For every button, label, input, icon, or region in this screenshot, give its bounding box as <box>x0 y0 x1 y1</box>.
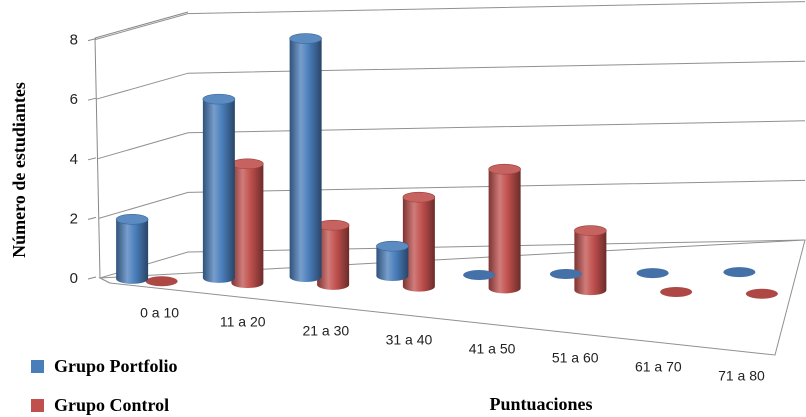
y-tick-label: 8 <box>70 32 78 49</box>
bar-grupo-control-6 <box>660 286 693 297</box>
y-tick-label: 0 <box>70 270 78 287</box>
cylinder-disc <box>636 268 669 279</box>
x-tick-label: 51 a 60 <box>552 350 599 366</box>
cylinder-disc <box>549 269 582 280</box>
legend: Grupo Portfolio Grupo Control <box>31 356 178 415</box>
cylinder-body <box>116 219 149 284</box>
y-tick-mark <box>87 276 97 280</box>
y-tick-label: 4 <box>70 151 78 168</box>
bar-grupo-control-3 <box>402 191 436 292</box>
bar-grupo-control-1 <box>231 158 264 289</box>
cylinder-top <box>231 158 264 170</box>
legend-label-control: Grupo Control <box>54 395 169 415</box>
x-tick-label: 61 a 70 <box>635 359 682 375</box>
cylinder-body <box>231 163 264 289</box>
cylinder-body <box>376 246 409 281</box>
chart-bars <box>115 33 778 299</box>
x-tick-label: 21 a 30 <box>302 323 349 339</box>
cylinder-body <box>317 225 350 290</box>
legend-item-portfolio: Grupo Portfolio <box>31 356 178 376</box>
x-axis-ticks: 0 a 10 11 a 20 21 a 30 31 a 40 41 a 50 51 a 6… <box>140 305 765 384</box>
left-wall-edge <box>94 37 111 284</box>
cylinder-top <box>574 225 607 236</box>
bar-grupo-control-4 <box>488 163 521 294</box>
chart-floor <box>98 239 806 356</box>
y-tick-mark <box>87 216 97 220</box>
gridline <box>97 120 806 160</box>
bar-grupo-portfolio-5 <box>549 269 582 280</box>
floor-plane <box>98 239 806 356</box>
x-tick-label: 11 a 20 <box>220 314 266 330</box>
x-tick-label: 41 a 50 <box>469 341 516 357</box>
bar-grupo-portfolio-7 <box>723 267 756 278</box>
cylinder-top <box>115 213 149 225</box>
x-tick-label: 31 a 40 <box>386 332 433 348</box>
cylinder-top <box>488 163 521 175</box>
bar-grupo-control-0 <box>145 276 178 287</box>
cylinder-body <box>289 38 322 282</box>
bar-grupo-portfolio-1 <box>202 93 236 283</box>
left-wall-top <box>94 11 189 39</box>
bar-grupo-portfolio-0 <box>115 213 149 284</box>
chart-gridlines <box>94 1 806 279</box>
x-tick-label: 0 a 10 <box>140 305 179 321</box>
cylinder-disc <box>463 270 496 281</box>
bar-grupo-portfolio-6 <box>636 268 669 279</box>
legend-swatch-control <box>31 399 44 412</box>
legend-swatch-portfolio <box>31 360 44 373</box>
cylinder-body <box>488 169 521 294</box>
cylinder-disc <box>723 267 756 278</box>
x-axis-title: Puntuaciones <box>489 394 592 414</box>
cylinder-top <box>402 191 436 203</box>
bar-grupo-portfolio-3 <box>376 240 409 281</box>
bar-grupo-control-5 <box>574 225 607 296</box>
cylinder-top <box>289 33 322 44</box>
bar-grupo-control-7 <box>745 288 778 299</box>
y-tick-mark <box>87 97 97 101</box>
cylinder-body <box>402 197 435 292</box>
y-axis-ticks: 0 2 4 6 8 <box>70 32 97 287</box>
y-axis-title: Número de estudiantes <box>9 82 29 258</box>
bar-grupo-portfolio-2 <box>289 33 322 282</box>
gridline <box>96 60 806 100</box>
cylinder-top <box>316 219 350 231</box>
cylinder-body <box>574 230 607 296</box>
cylinder-body <box>202 99 235 283</box>
y-tick-label: 6 <box>70 91 78 108</box>
bar-grupo-control-2 <box>316 219 350 290</box>
y-tick-label: 2 <box>70 210 78 227</box>
legend-label-portfolio: Grupo Portfolio <box>54 356 178 376</box>
cylinder-disc <box>145 276 178 287</box>
x-tick-label: 71 a 80 <box>718 368 765 384</box>
gridline <box>94 1 806 41</box>
bar-grupo-portfolio-4 <box>463 270 496 281</box>
cylinder-top <box>376 240 409 252</box>
legend-item-control: Grupo Control <box>31 395 169 415</box>
cylinder-disc <box>745 288 778 299</box>
gridline <box>98 179 806 219</box>
y-tick-mark <box>87 157 97 161</box>
cylinder-top <box>202 93 236 105</box>
y-tick-mark <box>87 38 97 42</box>
cylinder-disc <box>660 286 693 297</box>
